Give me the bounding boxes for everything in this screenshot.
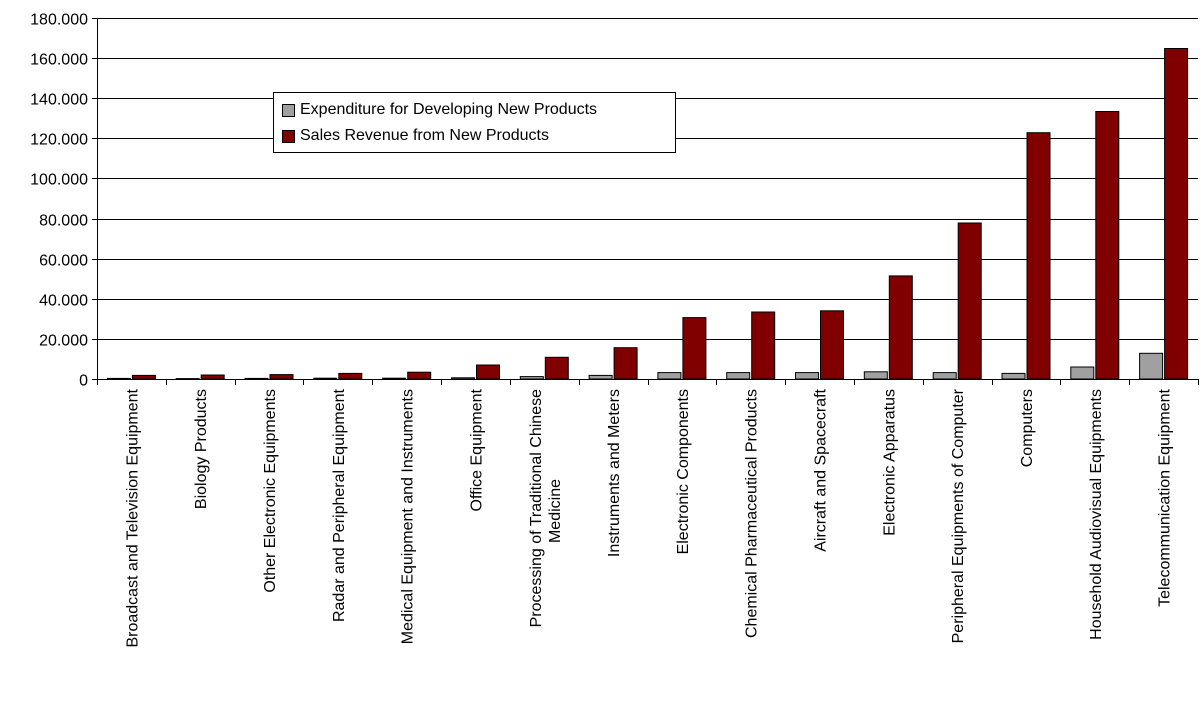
y-tick-label: 160.000 bbox=[30, 52, 88, 69]
x-category-label-line: Computers bbox=[1019, 389, 1036, 467]
sales-revenue-bar bbox=[544, 356, 569, 380]
x-axis-category-labels: Broadcast and Television Equipment Biolog… bbox=[124, 388, 1173, 647]
x-category-label: Office Equipment bbox=[469, 388, 486, 511]
y-tick-label: 20.000 bbox=[39, 333, 88, 350]
x-category-label-line: Household Audiovisual Equipments bbox=[1088, 389, 1105, 640]
expenditure-bar bbox=[313, 377, 338, 380]
x-category-label: Chemical Pharmaceutical Products bbox=[744, 389, 761, 638]
x-category-label-line: Medical Equipment and Instruments bbox=[400, 389, 417, 644]
expenditure-bar bbox=[932, 372, 957, 380]
x-category-label: Biology Products bbox=[193, 389, 210, 509]
legend-swatch-expenditure bbox=[282, 103, 295, 117]
x-category-label-line: Office Equipment bbox=[469, 388, 486, 511]
x-category-label-line: Radar and Peripheral Equipment bbox=[331, 388, 348, 622]
x-category-label-line: Other Electronic Equipments bbox=[262, 389, 279, 593]
sales-revenue-bar bbox=[338, 372, 363, 380]
x-category-label-line: Chemical Pharmaceutical Products bbox=[744, 389, 761, 638]
x-category-label-line: Electronic Apparatus bbox=[881, 389, 898, 536]
x-category-label: Other Electronic Equipments bbox=[262, 389, 279, 593]
axes bbox=[97, 18, 1199, 385]
expenditure-bar bbox=[795, 372, 819, 380]
sales-revenue-bar bbox=[957, 222, 982, 380]
x-category-label: Broadcast and Television Equipment bbox=[124, 388, 141, 647]
legend-label-sales-revenue: Sales Revenue from New Products bbox=[300, 127, 549, 144]
expenditure-bar bbox=[863, 371, 888, 380]
x-category-label: Radar and Peripheral Equipment bbox=[331, 388, 348, 622]
x-category-label: Household Audiovisual Equipments bbox=[1088, 389, 1105, 640]
legend-swatch-sales-revenue bbox=[282, 129, 295, 143]
x-category-label-line: Medicine bbox=[547, 479, 564, 543]
sales-revenue-bar bbox=[1095, 111, 1120, 380]
x-category-label: Instruments and Meters bbox=[606, 389, 623, 557]
sales-revenue-bar bbox=[820, 310, 844, 380]
y-tick-label: 0 bbox=[79, 373, 88, 390]
y-tick-label: 80.000 bbox=[39, 213, 88, 230]
y-tick-label: 60.000 bbox=[39, 253, 88, 270]
expenditure-bar bbox=[244, 377, 269, 380]
sales-revenue-bar bbox=[613, 347, 638, 380]
expenditure-bar bbox=[1001, 372, 1026, 380]
sales-revenue-bar bbox=[682, 317, 707, 380]
y-tick-label: 140.000 bbox=[30, 92, 88, 109]
x-category-label-line: Peripheral Equipments of Computer bbox=[950, 388, 967, 643]
expenditure-bar bbox=[382, 377, 407, 380]
x-category-label-line: Processing of Traditional Chinese bbox=[528, 389, 545, 627]
sales-revenue-bar bbox=[888, 275, 913, 380]
sales-revenue-bar bbox=[269, 374, 294, 380]
legend-item-sales-revenue: Sales Revenue from New Products bbox=[274, 123, 675, 149]
legend-item-expenditure: Expenditure for Developing New Products bbox=[274, 97, 675, 123]
bars bbox=[106, 48, 1189, 380]
y-tick-label: 120.000 bbox=[30, 132, 88, 149]
x-category-label: Electronic Components bbox=[675, 389, 692, 554]
x-category-label: Computers bbox=[1019, 389, 1036, 467]
legend: Expenditure for Developing New Products … bbox=[273, 92, 676, 153]
expenditure-bar bbox=[588, 374, 613, 380]
sales-revenue-bar bbox=[131, 374, 156, 380]
x-category-label: Peripheral Equipments of Computer bbox=[950, 388, 967, 643]
y-tick-label: 100.000 bbox=[30, 172, 88, 189]
y-tick-label: 40.000 bbox=[39, 293, 88, 310]
sales-revenue-bar bbox=[407, 371, 432, 380]
expenditure-bar bbox=[1070, 366, 1095, 380]
y-tick-label: 180.000 bbox=[30, 12, 88, 29]
sales-revenue-bar bbox=[200, 374, 225, 380]
sales-revenue-bar bbox=[476, 364, 500, 380]
x-category-label-line: Electronic Components bbox=[675, 389, 692, 554]
x-category-label: Medical Equipment and Instruments bbox=[400, 389, 417, 644]
expenditure-bar bbox=[519, 376, 544, 380]
x-category-label: Electronic Apparatus bbox=[881, 389, 898, 536]
x-category-label-line: Instruments and Meters bbox=[606, 389, 623, 557]
expenditure-bar bbox=[1139, 352, 1164, 380]
x-category-label-line: Broadcast and Television Equipment bbox=[124, 388, 141, 647]
expenditure-bar bbox=[726, 372, 751, 380]
sales-revenue-bar bbox=[1164, 48, 1189, 380]
sales-revenue-bar bbox=[751, 311, 776, 380]
x-category-label: Processing of Traditional Chinese Medicin… bbox=[528, 389, 564, 627]
x-category-label: Aircraft and Spacecraft bbox=[813, 388, 830, 551]
x-category-label-line: Biology Products bbox=[193, 389, 210, 509]
sales-revenue-bar bbox=[1026, 132, 1051, 380]
expenditure-bar bbox=[106, 377, 131, 380]
expenditure-bar bbox=[451, 377, 475, 380]
x-category-label-line: Telecommunication Equipment bbox=[1157, 388, 1174, 606]
legend-label-expenditure: Expenditure for Developing New Products bbox=[300, 101, 598, 118]
y-axis-tick-labels: 0 20.000 40.000 60.000 80.000 100.000 120.000 1… bbox=[30, 12, 97, 390]
x-category-label-line: Aircraft and Spacecraft bbox=[813, 388, 830, 551]
x-category-label: Telecommunication Equipment bbox=[1157, 388, 1174, 606]
expenditure-bar bbox=[657, 372, 682, 380]
